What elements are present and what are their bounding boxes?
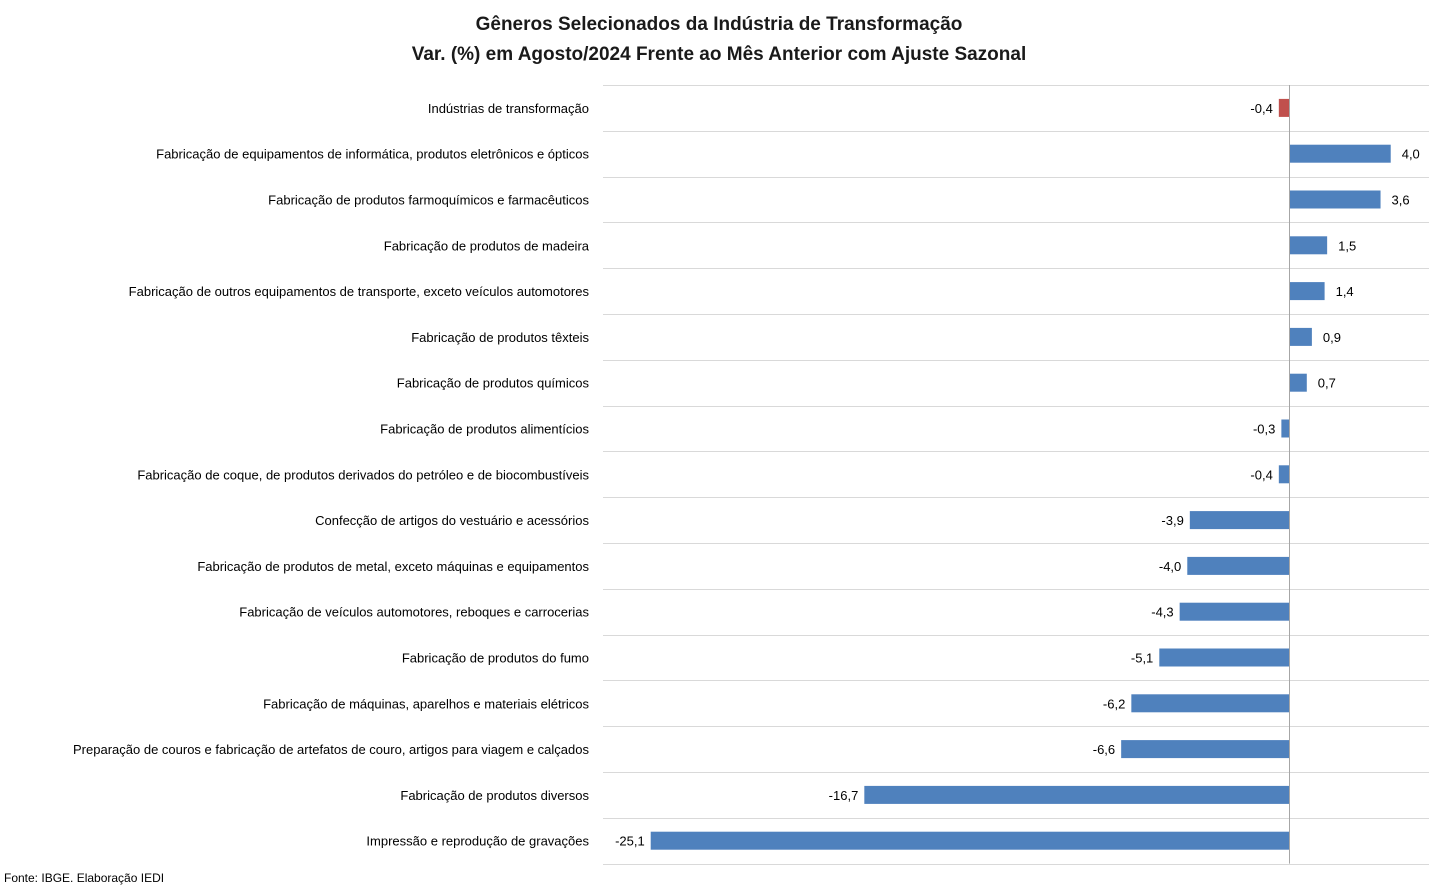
chart-subtitle: Var. (%) em Agosto/2024 Frente ao Mês An…	[411, 44, 1027, 65]
data-label: 3,6	[1392, 193, 1410, 208]
bar	[864, 785, 1289, 804]
category-label: Confecção de artigos do vestuário e aces…	[315, 513, 589, 528]
category-label: Indústrias de transformação	[428, 101, 589, 116]
category-label: Fabricação de produtos alimentícios	[380, 422, 589, 437]
category-label: Fabricação de produtos farmoquímicos e f…	[268, 193, 589, 208]
source-note: Fonte: IBGE. Elaboração IEDI	[4, 871, 165, 885]
data-label: -0,4	[1250, 101, 1272, 116]
data-label: -5,1	[1131, 651, 1153, 666]
category-label: Fabricação de produtos de metal, exceto …	[197, 559, 589, 574]
category-label: Fabricação de equipamentos de informátic…	[156, 147, 589, 162]
bar	[1131, 694, 1289, 713]
category-label: Preparação de couros e fabricação de art…	[73, 742, 589, 757]
bar	[1159, 648, 1289, 667]
bar	[1121, 740, 1289, 759]
bar	[1281, 419, 1289, 438]
category-label: Fabricação de produtos de madeira	[384, 238, 590, 253]
data-label: 1,4	[1336, 284, 1354, 299]
bar	[650, 831, 1289, 850]
bar	[1289, 327, 1312, 346]
bar	[1189, 511, 1289, 530]
bar	[1179, 602, 1289, 621]
data-label: -4,0	[1159, 559, 1181, 574]
category-label: Fabricação de veículos automotores, rebo…	[239, 605, 589, 620]
data-label: 1,5	[1338, 238, 1356, 253]
bar	[1289, 373, 1307, 392]
bar	[1278, 465, 1289, 484]
data-label: -25,1	[615, 834, 645, 849]
bar	[1289, 282, 1325, 301]
category-label: Fabricação de outros equipamentos de tra…	[129, 284, 590, 299]
data-label: 0,9	[1323, 330, 1341, 345]
data-label: -6,6	[1093, 742, 1115, 757]
bar	[1289, 190, 1381, 209]
category-label: Impressão e reprodução de gravações	[366, 834, 589, 849]
category-label: Fabricação de produtos químicos	[397, 376, 590, 391]
data-label: -0,4	[1250, 467, 1272, 482]
data-label: -0,3	[1253, 422, 1275, 437]
data-label: -3,9	[1161, 513, 1183, 528]
chart-title: Gêneros Selecionados da Indústria de Tra…	[475, 14, 963, 35]
bar	[1187, 556, 1289, 575]
category-label: Fabricação de coque, de produtos derivad…	[137, 467, 589, 482]
bar	[1289, 236, 1328, 255]
bar	[1289, 144, 1391, 163]
data-label: 0,7	[1318, 376, 1336, 391]
data-label: -4,3	[1151, 605, 1173, 620]
data-label: 4,0	[1402, 147, 1420, 162]
category-label: Fabricação de máquinas, aparelhos e mate…	[263, 696, 589, 711]
category-label: Fabricação de produtos diversos	[400, 788, 589, 803]
category-label: Fabricação de produtos do fumo	[402, 651, 589, 666]
bar	[1278, 98, 1289, 117]
category-label: Fabricação de produtos têxteis	[411, 330, 589, 345]
data-label: -16,7	[829, 788, 859, 803]
data-label: -6,2	[1103, 696, 1125, 711]
